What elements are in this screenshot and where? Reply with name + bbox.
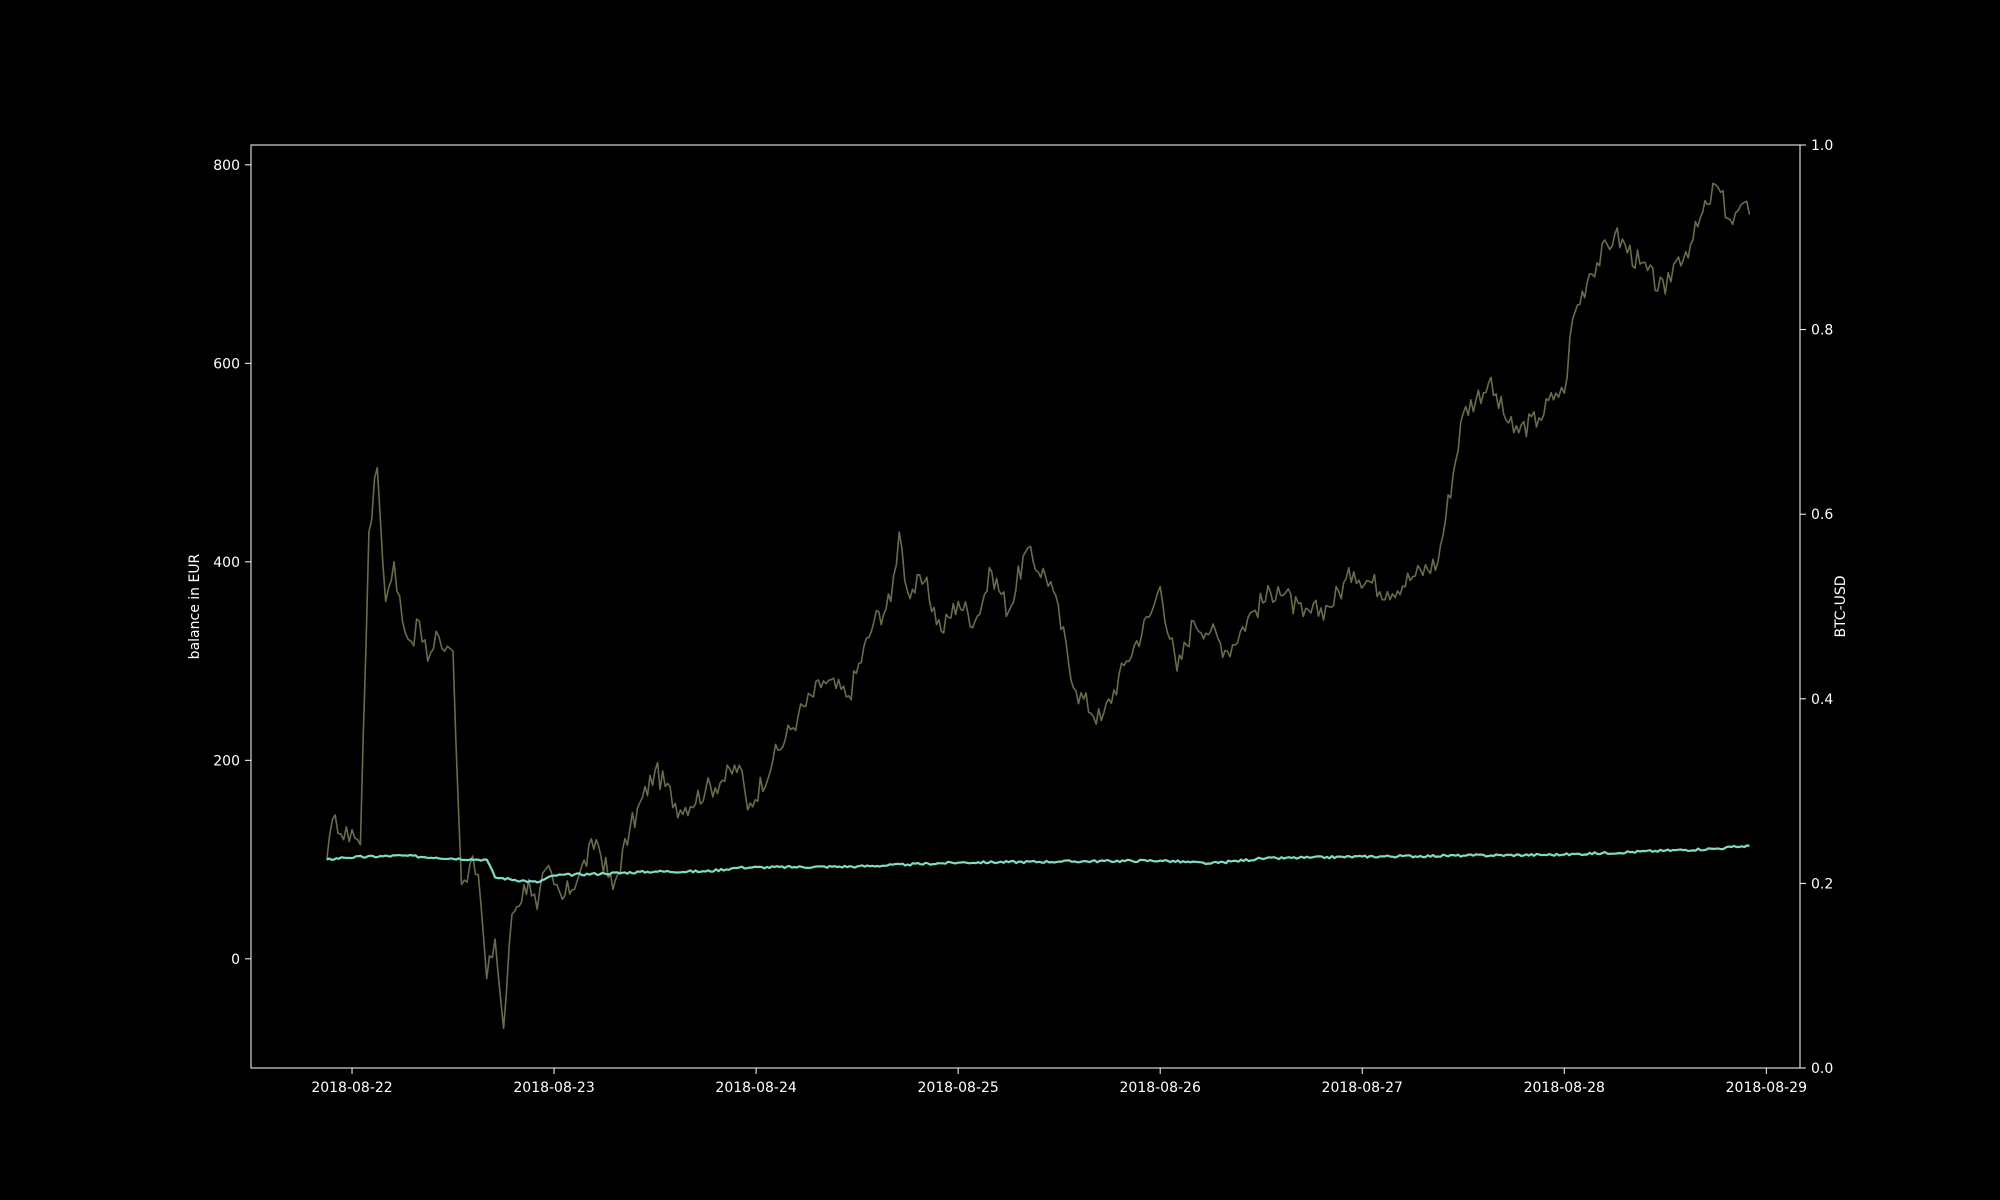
y-right-tick-label: 1.0 — [1811, 138, 1833, 154]
y-right-tick-label: 0.8 — [1811, 323, 1833, 339]
series-layer — [326, 182, 1751, 1030]
y-left-tick-label: 0 — [231, 952, 240, 968]
x-tick-label: 2018-08-25 — [917, 1080, 998, 1096]
y-left-tick-label: 200 — [213, 753, 240, 769]
y-axis-left-label: balance in EUR — [187, 553, 203, 659]
y-right-tick-label: 0.4 — [1811, 692, 1833, 708]
x-tick-label: 2018-08-28 — [1524, 1080, 1605, 1096]
y-axis-right-label: BTC-USD — [1833, 575, 1849, 637]
x-tick-label: 2018-08-22 — [311, 1080, 392, 1096]
x-tick-label: 2018-08-24 — [715, 1080, 796, 1096]
axes-layer: 2018-08-22 2018-08-23 2018-08-24 2018-08-25… — [213, 138, 1833, 1096]
x-tick-label: 2018-08-23 — [513, 1080, 594, 1096]
y-left-tick-label: 600 — [213, 356, 240, 372]
y-right-tick-label: 0.2 — [1811, 876, 1833, 892]
x-tick-label: 2018-08-26 — [1120, 1080, 1201, 1096]
series-line-balance — [326, 844, 1750, 884]
plot-frame — [250, 144, 1801, 1069]
x-tick-label: 2018-08-29 — [1726, 1080, 1807, 1096]
y-right-tick-label: 0.6 — [1811, 507, 1833, 523]
x-tick-label: 2018-08-27 — [1322, 1080, 1403, 1096]
series-line-price — [326, 182, 1751, 1030]
y-left-tick-label: 400 — [213, 555, 240, 571]
y-right-tick-label: 0.0 — [1811, 1061, 1833, 1077]
y-left-tick-label: 800 — [213, 158, 240, 174]
